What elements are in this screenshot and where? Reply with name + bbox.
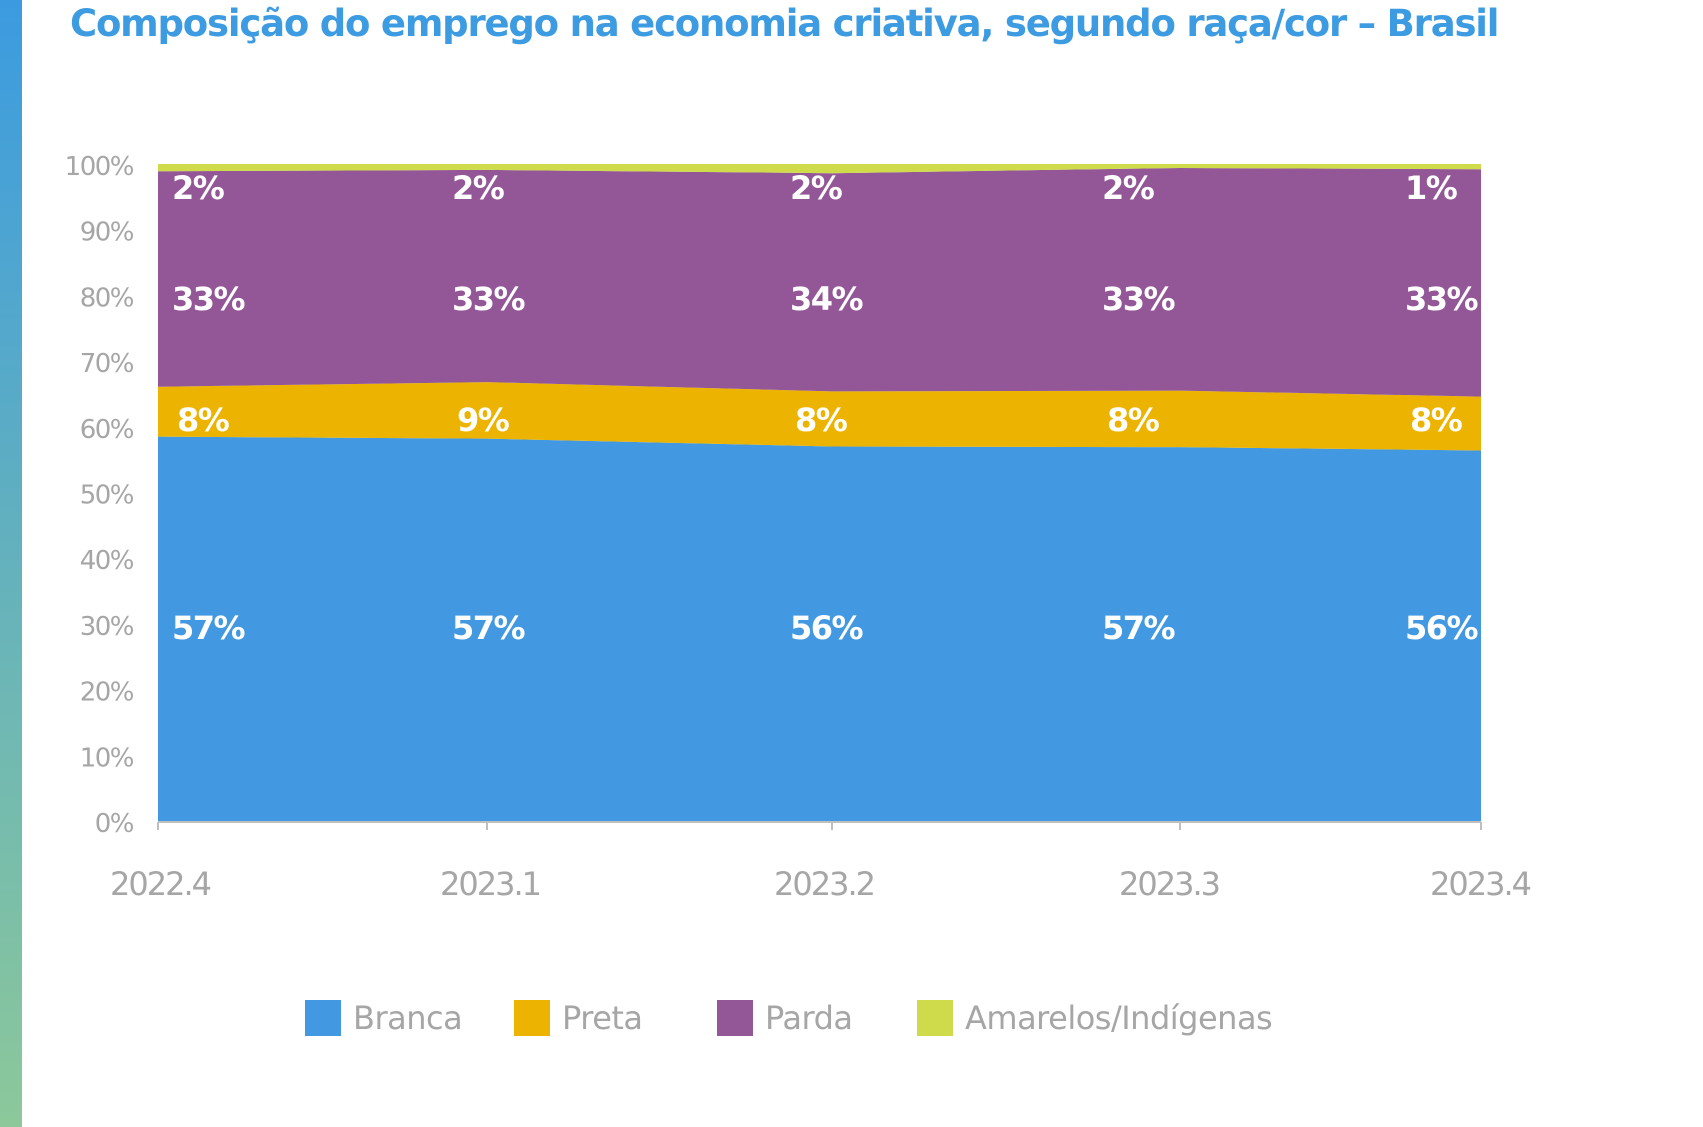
data-label: 2%: [452, 169, 505, 207]
y-tick-label: 90%: [80, 218, 134, 248]
legend-label: Parda: [765, 999, 853, 1037]
accent-bar: [0, 0, 22, 1127]
y-tick-label: 0%: [95, 809, 134, 839]
legend-swatch: [917, 1000, 953, 1036]
data-label: 56%: [790, 609, 864, 647]
y-tick-label: 60%: [80, 415, 134, 445]
legend: Branca Preta Parda Amarelos/Indígenas: [0, 999, 1703, 1039]
legend-swatch: [305, 1000, 341, 1036]
data-label: 8%: [1107, 401, 1160, 439]
legend-label: Preta: [562, 999, 643, 1037]
area-amarelos-ind-genas: [158, 164, 1481, 174]
y-tick-label: 10%: [80, 743, 134, 773]
x-tick-label: 2023.2: [774, 865, 874, 903]
data-label: 9%: [457, 401, 510, 439]
legend-swatch: [514, 1000, 550, 1036]
x-tick-label: 2023.1: [440, 865, 540, 903]
data-label: 8%: [1410, 401, 1463, 439]
legend-item: Parda: [717, 999, 853, 1037]
x-tick-label: 2023.3: [1119, 865, 1219, 903]
data-label: 34%: [790, 280, 864, 318]
y-tick-label: 50%: [80, 481, 134, 511]
y-tick-label: 100%: [65, 152, 134, 182]
chart-title: Composição do emprego na economia criati…: [70, 2, 1499, 45]
area-parda: [158, 167, 1481, 397]
data-label: 33%: [452, 280, 526, 318]
data-label: 33%: [1405, 280, 1479, 318]
legend-swatch: [717, 1000, 753, 1036]
data-label: 2%: [1102, 169, 1155, 207]
y-tick-label: 70%: [80, 349, 134, 379]
data-label: 2%: [172, 169, 225, 207]
data-label: 33%: [1102, 280, 1176, 318]
legend-item: Branca: [305, 999, 463, 1037]
y-tick-label: 20%: [80, 678, 134, 708]
area-branca: [158, 436, 1481, 821]
area-preta: [158, 382, 1481, 451]
data-label: 33%: [172, 280, 246, 318]
data-label: 8%: [795, 401, 848, 439]
y-tick-label: 30%: [80, 612, 134, 642]
legend-item: Amarelos/Indígenas: [917, 999, 1273, 1037]
data-label: 1%: [1405, 169, 1458, 207]
legend-label: Branca: [353, 999, 463, 1037]
legend-item: Preta: [514, 999, 643, 1037]
y-tick-label: 40%: [80, 546, 134, 576]
data-label: 57%: [172, 609, 246, 647]
legend-label: Amarelos/Indígenas: [965, 999, 1273, 1037]
data-label: 2%: [790, 169, 843, 207]
data-label: 8%: [177, 401, 230, 439]
data-label: 56%: [1405, 609, 1479, 647]
data-label: 57%: [452, 609, 526, 647]
x-tick-label: 2023.4: [1430, 865, 1531, 903]
x-tick-label: 2022.4: [110, 865, 211, 903]
data-label: 57%: [1102, 609, 1176, 647]
y-tick-label: 80%: [80, 283, 134, 313]
